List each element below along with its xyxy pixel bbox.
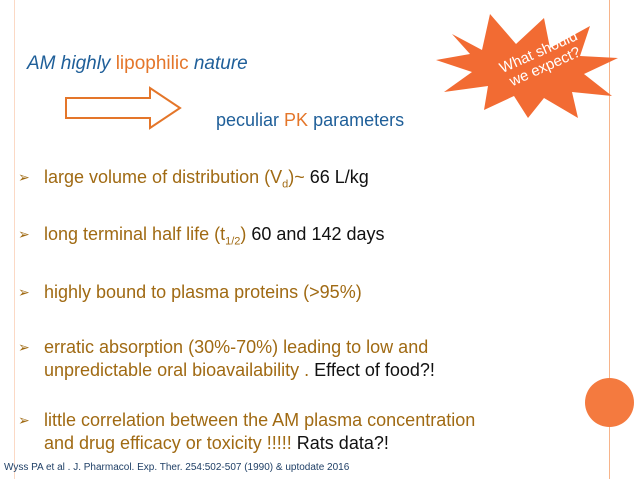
title-part-2: lipophilic (115, 53, 189, 74)
slide-title: AM highly lipophilic nature (27, 53, 248, 75)
title-part-3: nature (188, 53, 248, 74)
bullet-text-part: )~ (288, 167, 310, 187)
bullet-text: highly bound to plasma proteins (>95%) (44, 282, 362, 302)
bullet-text: little correlation between the AM plasma… (44, 409, 604, 455)
bullet-text: long terminal half life (t1/2) 60 and 14… (44, 223, 604, 254)
bullet-text: large volume of distribution (Vd)~ 66 L/… (44, 166, 604, 197)
bullet-text-part: large volume of distribution (V (44, 167, 283, 187)
bullet-text-part: ) (240, 224, 252, 244)
reference-citation: Wyss PA et al . J. Pharmacol. Exp. Ther.… (4, 462, 350, 473)
bullet-line: unpredictable oral bioavailability . Eff… (44, 359, 604, 382)
left-rule (14, 0, 15, 479)
bullet-arrow-icon: ➢ (18, 412, 30, 428)
bullet-arrow-icon: ➢ (18, 284, 30, 300)
bullet-text-part: long terminal half life (t (44, 224, 226, 244)
subtitle-part-2: PK (284, 110, 309, 130)
title-part-1: AM highly (27, 53, 116, 74)
subtitle: peculiar PK parameters (216, 110, 404, 131)
subtitle-part-1: peculiar (216, 110, 285, 130)
subtitle-part-3: parameters (308, 110, 405, 130)
arrow-right-icon (65, 86, 182, 130)
decorative-circle (585, 378, 634, 427)
bullet-emphasis: 60 and 142 days (251, 224, 385, 244)
bullet-emphasis: Rats data?! (296, 433, 389, 453)
bullet-emphasis: Effect of food?! (314, 360, 435, 380)
bullet-line: and drug efficacy or toxicity !!!!! Rats… (44, 432, 604, 455)
bullet-emphasis: 66 L/kg (309, 167, 369, 187)
bullet-text-part: and drug efficacy or toxicity !!!!! (44, 433, 297, 453)
subscript: 1/2 (225, 235, 241, 248)
bullet-arrow-icon: ➢ (18, 339, 30, 355)
bullet-line: little correlation between the AM plasma… (44, 410, 476, 430)
right-rule (609, 0, 610, 479)
starburst-callout (436, 14, 618, 118)
bullet-text-part: unpredictable oral bioavailability . (44, 360, 315, 380)
subscript: d (282, 178, 289, 191)
bullet-arrow-icon: ➢ (18, 226, 30, 242)
bullet-text: erratic absorption (30%-70%) leading to … (44, 336, 604, 382)
bullet-arrow-icon: ➢ (18, 169, 30, 185)
bullet-line: erratic absorption (30%-70%) leading to … (44, 337, 429, 357)
